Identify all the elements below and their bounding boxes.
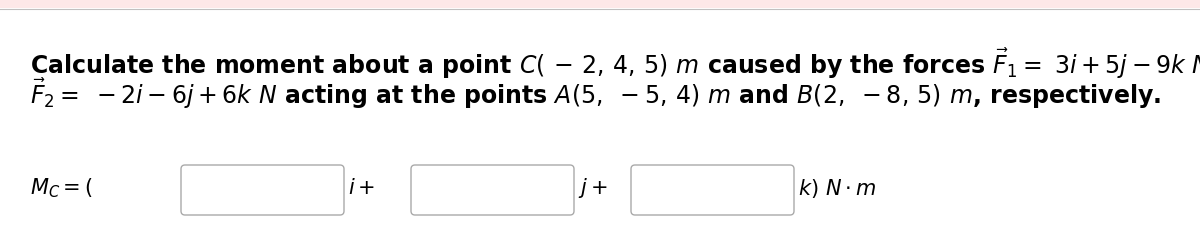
Text: $i +$: $i +$ bbox=[348, 178, 376, 198]
FancyBboxPatch shape bbox=[631, 165, 794, 215]
FancyBboxPatch shape bbox=[181, 165, 344, 215]
Text: $\vec{F}_2 = \ -2i - 6j + 6k\ N$ acting at the points $A(5,\ -5,\,4)$ $m$ and $B: $\vec{F}_2 = \ -2i - 6j + 6k\ N$ acting … bbox=[30, 76, 1162, 111]
Text: $k)\ N \cdot m$: $k)\ N \cdot m$ bbox=[798, 176, 876, 199]
Text: Calculate the moment about a point $C(\,-\,2,\,4,\,5)$ $m$ caused by the forces : Calculate the moment about a point $C(\,… bbox=[30, 46, 1200, 81]
Bar bbox=[0, 0, 1200, 8]
Text: $j +$: $j +$ bbox=[578, 176, 607, 200]
FancyBboxPatch shape bbox=[410, 165, 574, 215]
Text: $M_C = ($: $M_C = ($ bbox=[30, 176, 92, 200]
